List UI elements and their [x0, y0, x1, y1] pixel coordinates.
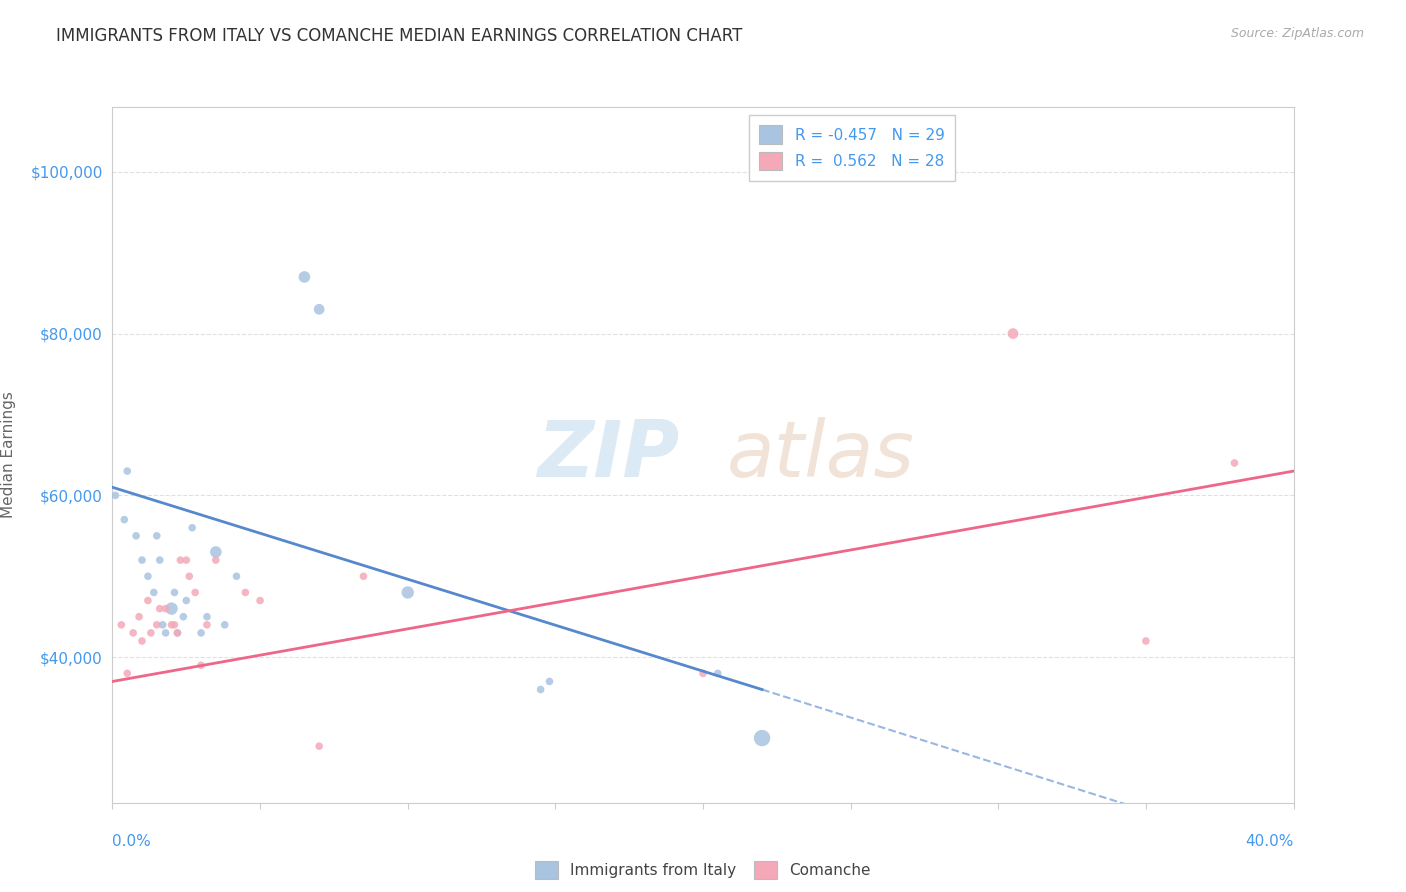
- Point: [205, 545, 228, 559]
- Point: [139, 626, 162, 640]
- Point: [172, 609, 194, 624]
- Point: [190, 626, 212, 640]
- Point: [112, 513, 135, 527]
- Text: IMMIGRANTS FROM ITALY VS COMANCHE MEDIAN EARNINGS CORRELATION CHART: IMMIGRANTS FROM ITALY VS COMANCHE MEDIAN…: [56, 27, 742, 45]
- Point: [1223, 456, 1246, 470]
- Point: [155, 601, 177, 615]
- Point: [174, 593, 197, 607]
- Point: [233, 585, 256, 599]
- Point: [152, 617, 174, 632]
- Point: [225, 569, 247, 583]
- Point: [751, 731, 773, 745]
- Point: [160, 617, 183, 632]
- Text: 0.0%: 0.0%: [112, 834, 152, 849]
- Text: Source: ZipAtlas.com: Source: ZipAtlas.com: [1230, 27, 1364, 40]
- Point: [205, 553, 228, 567]
- Point: [166, 626, 188, 640]
- Point: [122, 626, 145, 640]
- Point: [131, 553, 153, 567]
- Point: [396, 585, 419, 599]
- Point: [110, 617, 132, 632]
- Point: [174, 553, 197, 567]
- Point: [146, 617, 169, 632]
- Point: [529, 682, 551, 697]
- Point: [214, 617, 236, 632]
- Point: [136, 569, 159, 583]
- Point: [308, 302, 330, 317]
- Point: [195, 617, 218, 632]
- Legend: Immigrants from Italy, Comanche: Immigrants from Italy, Comanche: [529, 855, 877, 886]
- Point: [249, 593, 271, 607]
- Point: [163, 617, 186, 632]
- Point: [104, 488, 127, 502]
- Point: [179, 569, 201, 583]
- Point: [117, 464, 138, 478]
- Text: ZIP: ZIP: [537, 417, 679, 493]
- Point: [155, 626, 177, 640]
- Point: [128, 609, 150, 624]
- Point: [163, 585, 186, 599]
- Text: 40.0%: 40.0%: [1246, 834, 1294, 849]
- Point: [181, 521, 204, 535]
- Point: [169, 553, 191, 567]
- Point: [149, 601, 172, 615]
- Point: [125, 529, 148, 543]
- Point: [1135, 634, 1157, 648]
- Point: [131, 634, 153, 648]
- Point: [136, 593, 159, 607]
- Point: [117, 666, 138, 681]
- Point: [142, 585, 165, 599]
- Text: atlas: atlas: [727, 417, 915, 493]
- Point: [352, 569, 374, 583]
- Y-axis label: Median Earnings: Median Earnings: [1, 392, 17, 518]
- Point: [707, 666, 730, 681]
- Point: [149, 553, 172, 567]
- Point: [1001, 326, 1024, 341]
- Point: [692, 666, 714, 681]
- Point: [190, 658, 212, 673]
- Point: [184, 585, 207, 599]
- Point: [308, 739, 330, 754]
- Point: [146, 529, 169, 543]
- Point: [292, 269, 315, 284]
- Point: [538, 674, 561, 689]
- Point: [160, 601, 183, 615]
- Point: [166, 626, 188, 640]
- Point: [195, 609, 218, 624]
